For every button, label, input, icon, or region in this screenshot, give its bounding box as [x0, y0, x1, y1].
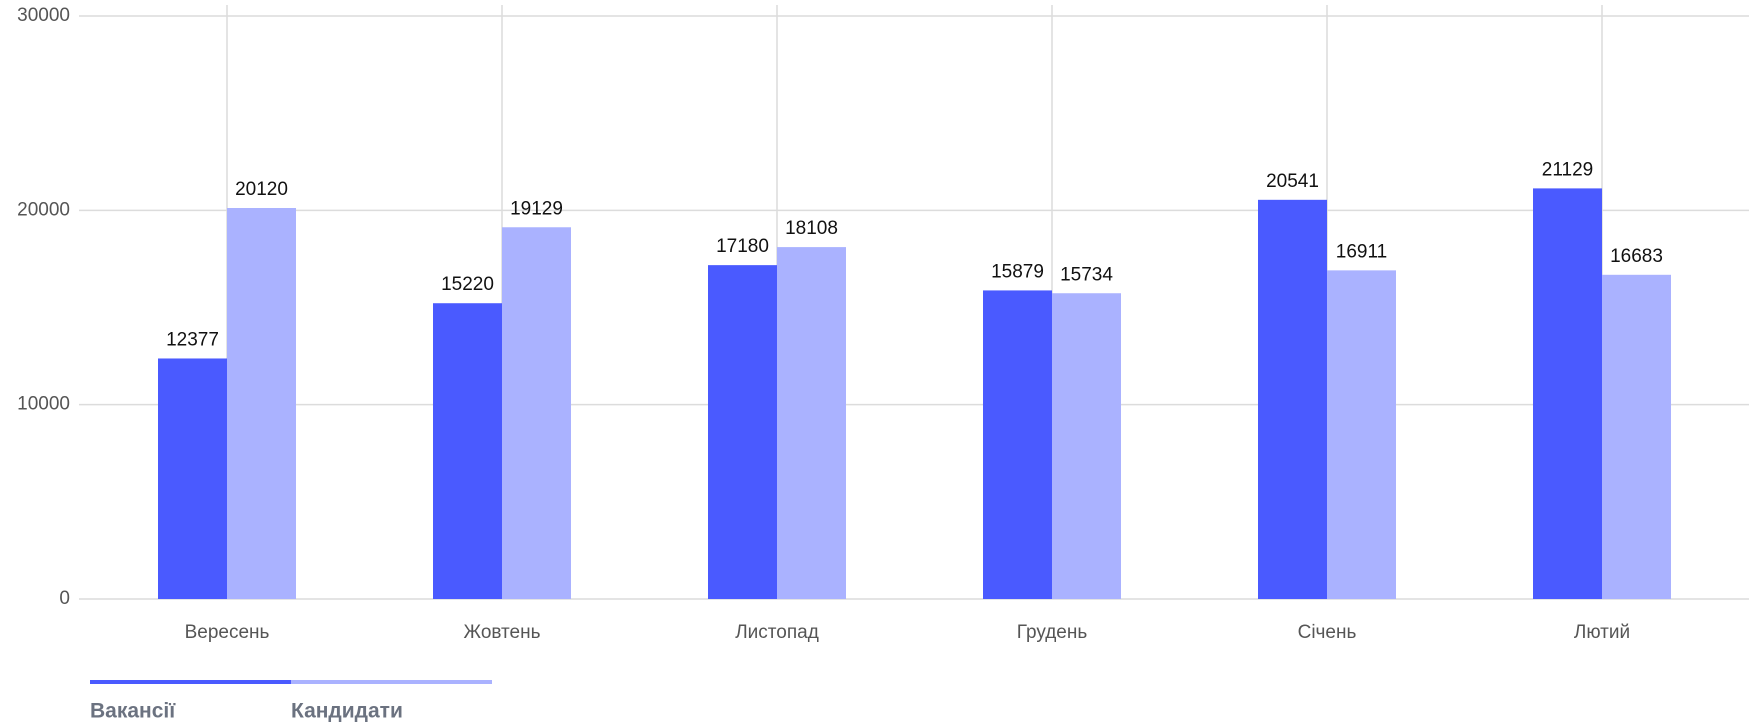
bar — [433, 303, 502, 599]
legend-label[interactable]: Вакансії — [90, 700, 176, 723]
y-tick-label: 0 — [59, 588, 70, 609]
bar — [777, 247, 846, 599]
bar — [983, 290, 1052, 599]
value-label: 17180 — [716, 236, 769, 257]
value-label: 20541 — [1266, 171, 1319, 192]
value-label: 19129 — [510, 198, 563, 219]
x-tick-label: Жовтень — [463, 622, 540, 643]
value-label: 20120 — [235, 179, 288, 200]
x-tick-label: Січень — [1298, 622, 1357, 643]
bar — [1533, 188, 1602, 599]
value-label: 15220 — [441, 274, 494, 295]
bar — [708, 265, 777, 599]
legend-label[interactable]: Кандидати — [291, 700, 403, 723]
x-tick-label: Листопад — [735, 622, 819, 643]
value-label: 18108 — [785, 218, 838, 239]
value-label: 21129 — [1542, 159, 1593, 180]
bar — [158, 358, 227, 599]
bar — [502, 227, 571, 599]
y-tick-label: 20000 — [17, 199, 70, 220]
value-label: 12377 — [166, 329, 219, 350]
bar — [1602, 274, 1671, 599]
y-tick-label: 30000 — [17, 5, 70, 26]
value-label: 15734 — [1060, 264, 1113, 285]
bar — [1052, 293, 1121, 599]
value-label: 16911 — [1336, 241, 1387, 262]
bar — [1258, 199, 1327, 600]
x-tick-label: Грудень — [1017, 622, 1088, 643]
x-tick-label: Вересень — [185, 622, 270, 643]
value-label: 16683 — [1610, 246, 1663, 267]
bar — [227, 208, 296, 599]
x-tick-label: Лютий — [1574, 622, 1630, 643]
value-label: 15879 — [991, 261, 1044, 282]
bar — [1327, 270, 1396, 599]
y-tick-label: 10000 — [17, 394, 70, 415]
